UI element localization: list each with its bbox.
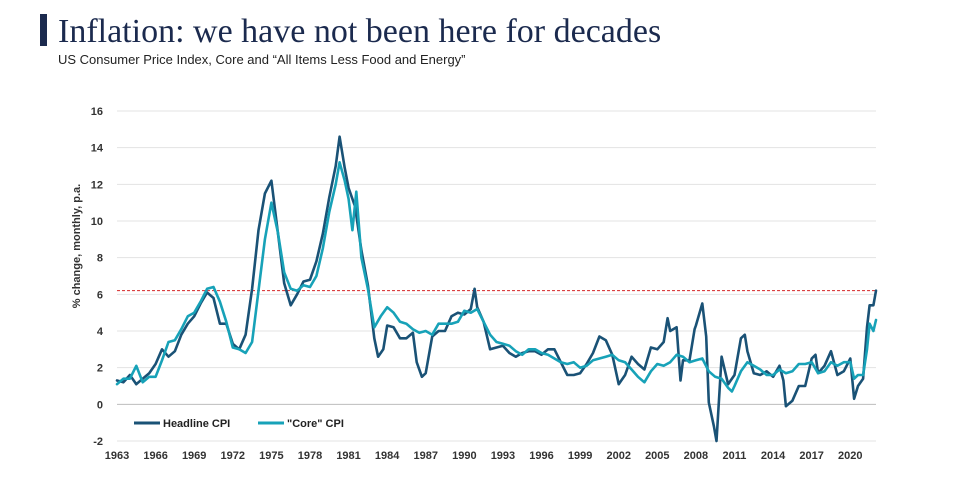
y-tick-label: 4 — [97, 326, 104, 338]
series-line-headline-cpi — [115, 135, 878, 443]
series-group — [115, 135, 878, 443]
x-tick-label: 1996 — [529, 450, 553, 462]
x-tick-label: 2011 — [723, 450, 747, 462]
x-tick-label: 1990 — [452, 450, 476, 462]
y-tick-label: 6 — [97, 289, 103, 301]
x-axis-ticks: 1963 1966 1969 1972 1975 1978 1981 1984 1987 1990… — [105, 450, 863, 462]
legend-label-core-cpi: "Core" CPI — [287, 418, 344, 430]
y-tick-label: 14 — [91, 143, 104, 155]
series-line-core-cpi — [115, 161, 878, 393]
title-accent-bar — [40, 14, 47, 46]
x-tick-label: 2008 — [684, 450, 708, 462]
chart-title: Inflation: we have not been here for dec… — [58, 13, 662, 50]
x-tick-label: 1966 — [143, 450, 167, 462]
x-tick-label: 2020 — [838, 450, 862, 462]
y-tick-label: 2 — [97, 363, 103, 375]
x-tick-label: 1975 — [259, 450, 283, 462]
y-tick-label: -2 — [93, 436, 103, 448]
x-tick-label: 1993 — [491, 450, 515, 462]
x-tick-label: 1987 — [414, 450, 438, 462]
y-tick-label: 10 — [91, 216, 103, 228]
y-tick-label: 8 — [97, 253, 103, 265]
grid-lines — [117, 110, 876, 442]
x-tick-label: 2017 — [799, 450, 823, 462]
x-tick-label: 2002 — [606, 450, 630, 462]
x-tick-label: 1969 — [182, 450, 206, 462]
y-axis-label: % change, monthly, p.a. — [71, 184, 83, 308]
x-tick-label: 1984 — [375, 450, 400, 462]
chart-subtitle: US Consumer Price Index, Core and “All I… — [58, 52, 466, 67]
y-tick-label: 16 — [91, 106, 103, 118]
x-tick-label: 2005 — [645, 450, 669, 462]
y-tick-label: 12 — [91, 179, 103, 191]
x-tick-label: 1972 — [221, 450, 245, 462]
x-tick-label: 1963 — [105, 450, 129, 462]
legend-label-headline-cpi: Headline CPI — [163, 418, 230, 430]
y-axis-ticks: -2 0 2 4 6 8 10 12 14 16 — [91, 106, 104, 448]
legend: Headline CPI "Core" CPI — [134, 418, 344, 430]
x-tick-label: 2014 — [761, 450, 786, 462]
y-tick-label: 0 — [97, 399, 103, 411]
x-tick-label: 1978 — [298, 450, 322, 462]
x-tick-label: 1999 — [568, 450, 592, 462]
x-tick-label: 1981 — [336, 450, 360, 462]
